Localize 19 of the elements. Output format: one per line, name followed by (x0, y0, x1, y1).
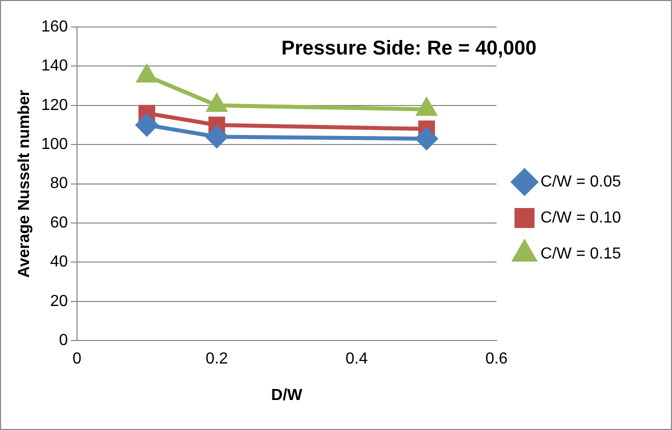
y-axis-title: Average Nusselt number (16, 90, 34, 278)
legend-label: C/W = 0.05 (540, 173, 622, 190)
legend-label: C/W = 0.15 (540, 245, 622, 262)
y-tick-label: 100 (41, 136, 68, 154)
x-tick-label: 0.4 (346, 350, 368, 368)
y-tick-label: 120 (41, 96, 68, 114)
legend-label: C/W = 0.10 (540, 209, 622, 226)
x-tick-label: 0.2 (206, 350, 228, 368)
y-tick-label: 40 (50, 254, 68, 271)
y-tick-label: 140 (41, 58, 68, 75)
x-tick-label: 0.6 (485, 350, 508, 368)
y-tick-label: 20 (50, 292, 68, 310)
y-tick-label: 0 (58, 332, 68, 350)
text: Pressure Side: Re = 40,000 (281, 38, 537, 60)
x-tick-label: 0 (72, 350, 82, 368)
y-tick-label: 80 (50, 175, 68, 192)
x-axis-title: D/W (271, 386, 304, 404)
y-tick-label: 160 (41, 18, 68, 36)
y-tick-label: 60 (50, 214, 68, 232)
